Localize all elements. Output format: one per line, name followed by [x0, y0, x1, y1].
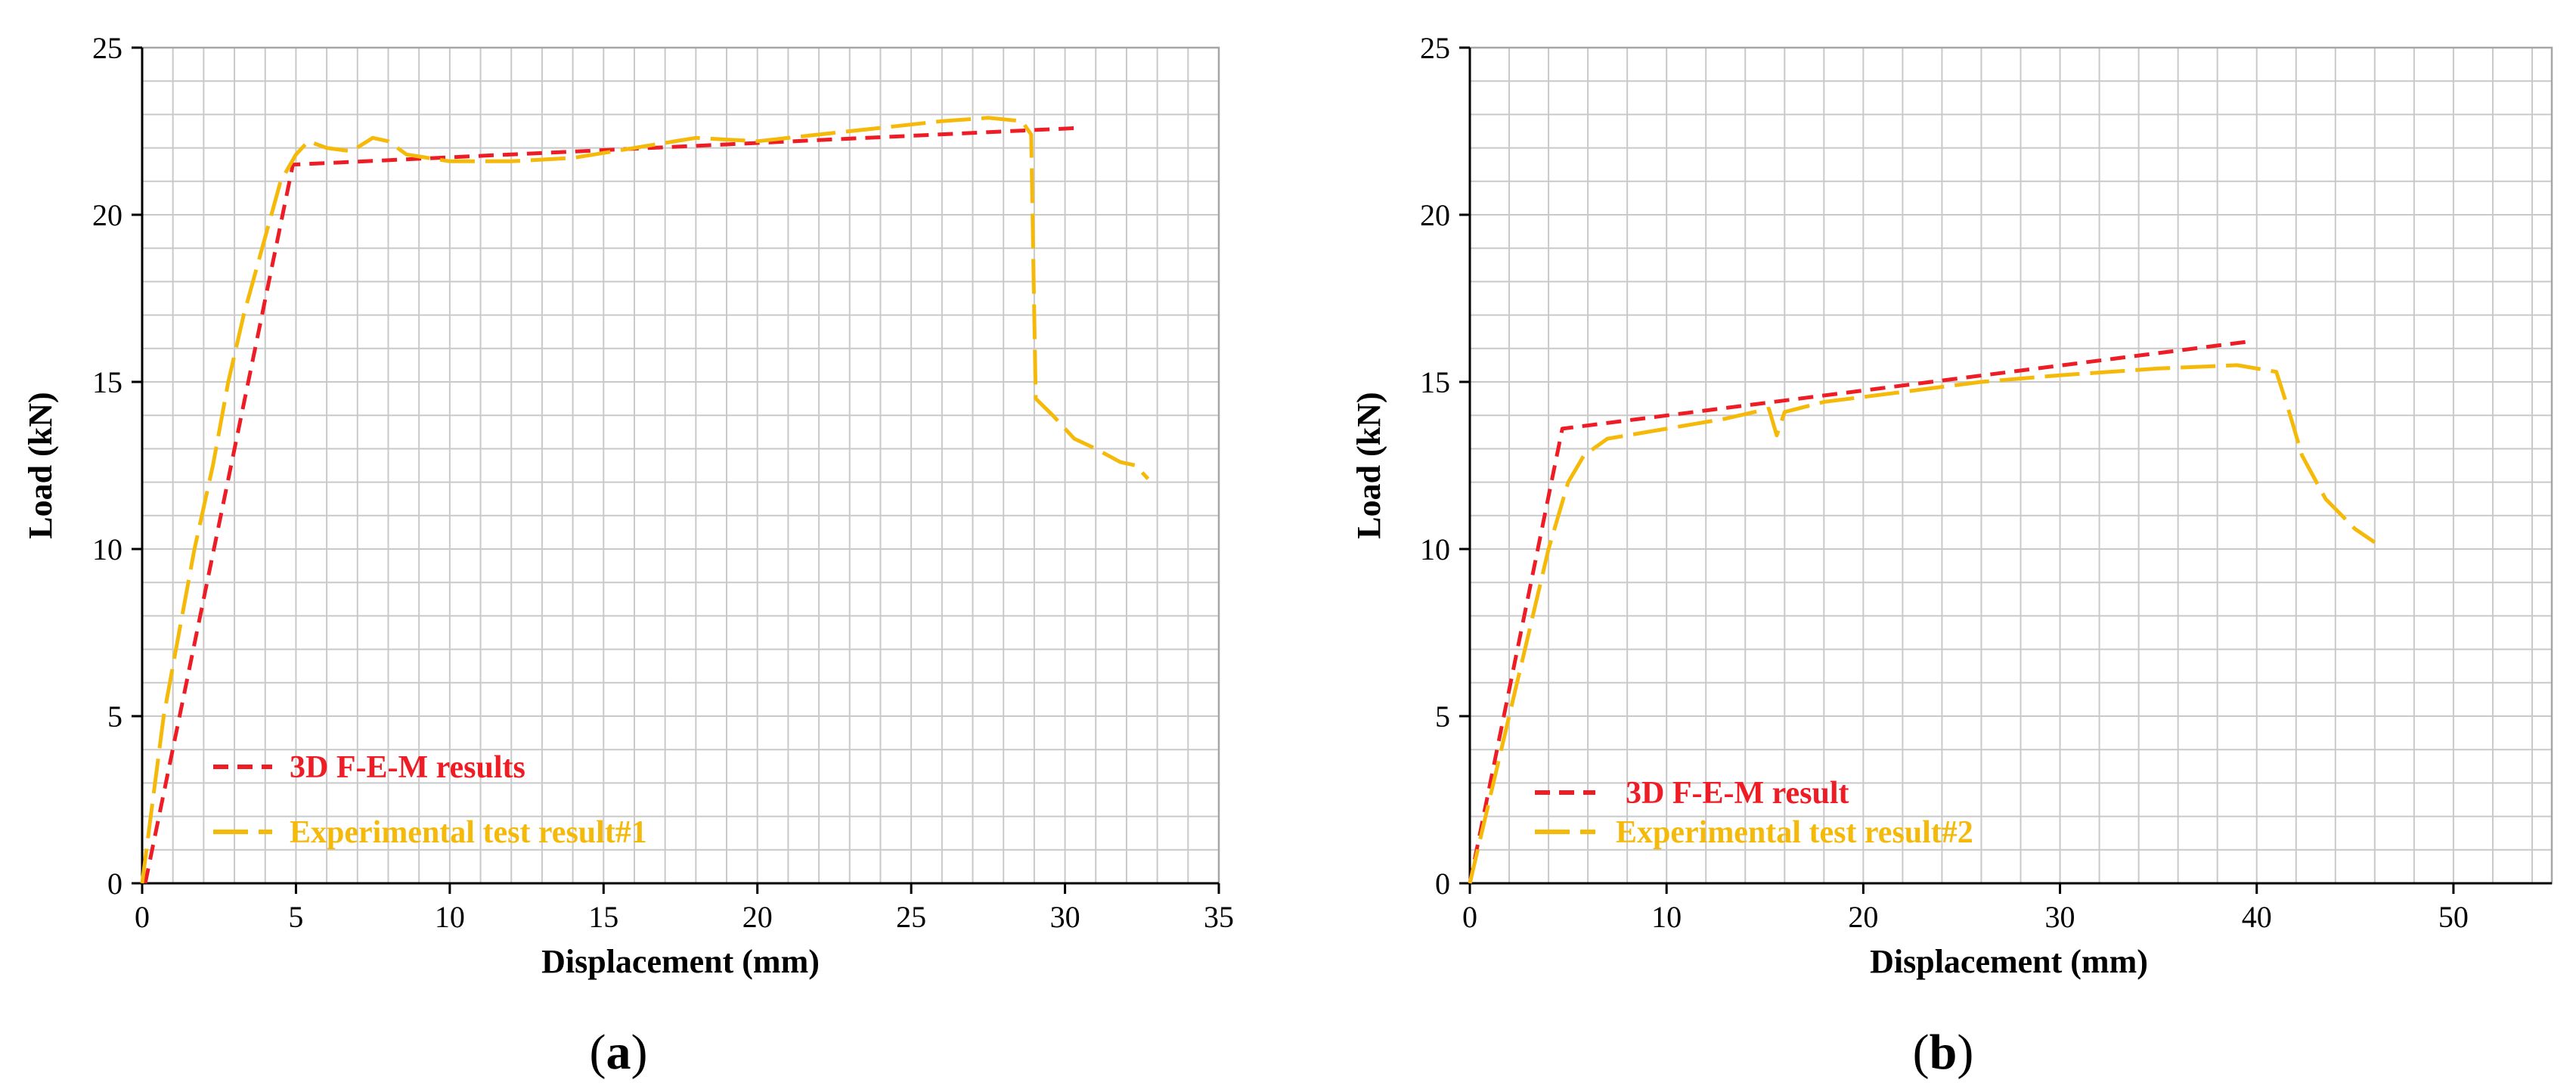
y-tick-label: 5 — [1435, 700, 1450, 734]
panel-caption-letter: b — [1930, 1025, 1958, 1080]
y-tick-label: 0 — [107, 867, 122, 901]
experimental-result-line — [1468, 363, 2376, 884]
chart-panel-a: 0 5 10 15 20 25 30 35 0 5 10 15 20 25 Displacement (mm… — [22, 31, 1234, 1080]
x-axis-title: Displacement (mm) — [541, 943, 820, 980]
y-tick-label: 25 — [1420, 31, 1450, 65]
legend-label: Experimental test result#2 — [1616, 815, 1973, 850]
panel-caption: (a) — [590, 1025, 648, 1080]
y-axis-title: Load (kN) — [1350, 392, 1387, 538]
fem-result-line — [1468, 340, 2248, 884]
panel-caption-letter: a — [606, 1025, 631, 1080]
x-tick-label: 20 — [1848, 900, 1878, 934]
x-tick-label: 0 — [1462, 900, 1477, 934]
x-tick-label: 20 — [742, 900, 773, 934]
plot-area-frame — [1468, 46, 2553, 885]
panel-caption-paren: ) — [1957, 1025, 1973, 1080]
x-tick-label: 25 — [896, 900, 926, 934]
x-tick-label: 30 — [2045, 900, 2075, 934]
experimental-result-line — [140, 116, 1150, 884]
legend-label: 3D F-E-M result — [1626, 776, 1849, 811]
x-tick-label: 30 — [1050, 900, 1080, 934]
y-tick-label: 10 — [1420, 532, 1450, 566]
y-tick-label: 25 — [92, 31, 122, 65]
x-axis-title: Displacement (mm) — [1870, 943, 2148, 980]
y-tick-label: 20 — [92, 198, 122, 232]
x-tick-label: 5 — [288, 900, 303, 934]
x-tick-label: 0 — [135, 900, 150, 934]
y-tick-label: 10 — [92, 532, 122, 566]
panel-caption-paren: ) — [631, 1025, 648, 1080]
x-tick-label: 10 — [1651, 900, 1682, 934]
fem-result-line — [143, 126, 1081, 884]
panel-caption-paren: ( — [590, 1025, 606, 1080]
x-tick-label: 35 — [1204, 900, 1234, 934]
legend-label: Experimental test result#1 — [290, 815, 647, 850]
chart-panel-b: 0 10 20 30 40 50 0 5 10 15 20 25 Displacement (mm) Lo… — [1350, 31, 2553, 1080]
panel-caption: (b) — [1913, 1025, 1974, 1080]
x-tick-label: 10 — [435, 900, 465, 934]
y-tick-label: 20 — [1420, 198, 1450, 232]
y-tick-label: 15 — [1420, 365, 1450, 399]
y-axis-title: Load (kN) — [22, 392, 59, 538]
x-tick-label: 15 — [588, 900, 618, 934]
y-tick-label: 0 — [1435, 867, 1450, 901]
legend-label: 3D F-E-M results — [290, 750, 525, 785]
y-tick-label: 15 — [92, 365, 122, 399]
x-tick-label: 50 — [2438, 900, 2469, 934]
panel-caption-paren: ( — [1913, 1025, 1930, 1080]
y-tick-label: 5 — [107, 700, 122, 734]
x-tick-label: 40 — [2242, 900, 2272, 934]
